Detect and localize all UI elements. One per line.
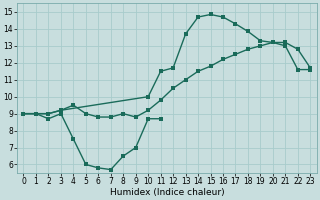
X-axis label: Humidex (Indice chaleur): Humidex (Indice chaleur) xyxy=(109,188,224,197)
